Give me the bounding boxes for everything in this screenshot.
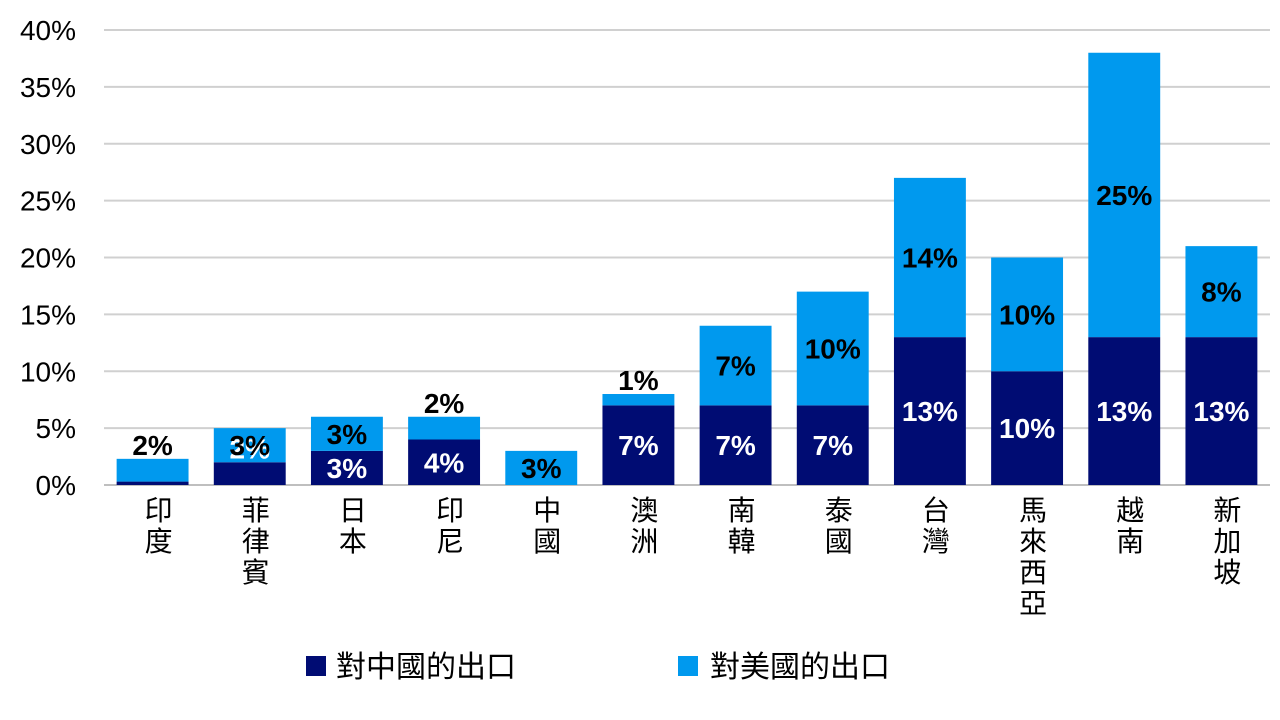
y-tick-label: 15% (20, 299, 76, 330)
bar-segment-china (699, 405, 772, 485)
data-label-us: 8% (1201, 277, 1242, 308)
bar-segment-us (699, 325, 772, 406)
bar-segment-us (796, 291, 869, 406)
data-label-us: 10% (999, 299, 1055, 330)
bars (116, 52, 1258, 485)
bar-segment-us (310, 416, 383, 451)
bar-segment-us (213, 428, 286, 463)
data-label-china: 13% (902, 396, 958, 427)
data-label-us: 2% (424, 388, 465, 419)
y-tick-label: 0% (36, 470, 76, 501)
bar-segment-us (893, 177, 966, 338)
legend-label: 對中國的出口 (336, 651, 516, 684)
category-label: 印尼 (436, 495, 464, 557)
legend-swatch (678, 656, 698, 676)
category-label: 南韓 (728, 495, 756, 557)
bar-segment-us (408, 416, 481, 440)
category-label: 菲律賓 (242, 495, 270, 588)
bar-segment-china (893, 337, 966, 485)
bar-segment-china (796, 405, 869, 485)
y-tick-label: 40% (20, 15, 76, 46)
y-tick-label: 25% (20, 186, 76, 217)
bar-segment-us (991, 257, 1064, 372)
bar-segment-china (116, 481, 189, 485)
data-label-us: 1% (618, 365, 659, 396)
y-axis-ticks: 0% 5% 10% 15% 20% 25% 30% 35% 40% (20, 15, 76, 501)
category-label: 印度 (145, 495, 173, 557)
bar-segment-china (310, 450, 383, 485)
category-label: 日本 (339, 495, 367, 557)
bar-segment-china (602, 405, 675, 485)
y-tick-label: 20% (20, 243, 76, 274)
data-label-china: 4% (424, 447, 465, 478)
category-label: 泰國 (825, 495, 853, 557)
data-label-china: 10% (999, 413, 1055, 444)
y-tick-label: 10% (20, 356, 76, 387)
data-label-us: 3% (521, 453, 562, 484)
category-label: 新加坡 (1213, 495, 1241, 588)
data-label-china: 7% (813, 430, 854, 461)
data-label-us: 3% (327, 419, 368, 450)
data-label-china: 7% (618, 430, 659, 461)
data-labels: 2% 2%3%3%3%4%2%3%7%1%7%7%7%10%13%14%10%10… (132, 180, 1249, 484)
bar-segment-us (602, 394, 675, 406)
data-label-us: 3% (230, 430, 271, 461)
bar-segment-china (408, 439, 481, 485)
category-labels: 印度 菲律賓 日本 印尼 中國 澳洲 南韓 泰國 台灣 馬來西亞 越南 新加坡 (145, 495, 1242, 619)
bar-segment-us (1088, 52, 1161, 338)
category-label: 馬來西亞 (1019, 495, 1047, 619)
bar-segment-us (116, 458, 189, 482)
bar-segment-china (213, 462, 286, 485)
data-label-us: 14% (902, 243, 958, 274)
y-tick-label: 35% (20, 72, 76, 103)
category-label: 台灣 (922, 495, 950, 557)
bar-segment-china (1088, 337, 1161, 485)
data-label-us: 7% (715, 351, 756, 382)
category-label: 澳洲 (630, 495, 658, 557)
data-label-us: 2% (132, 430, 173, 461)
bar-segment-us (1185, 246, 1258, 338)
legend-label: 對美國的出口 (710, 651, 890, 684)
category-label: 越南 (1116, 495, 1144, 557)
gridlines (104, 29, 1270, 486)
category-label: 中國 (533, 495, 561, 557)
bar-segment-us (505, 450, 578, 485)
data-label-china: 2% (230, 433, 271, 464)
data-label-china: 13% (1193, 396, 1249, 427)
data-label-china: 7% (715, 430, 756, 461)
legend-swatch (306, 656, 326, 676)
data-label-china: 13% (1096, 396, 1152, 427)
data-label-us: 25% (1096, 180, 1152, 211)
y-tick-label: 5% (36, 413, 76, 444)
legend: 對中國的出口 對美國的出口 (306, 651, 890, 684)
bar-segment-china (1185, 337, 1258, 485)
data-label-us: 10% (805, 334, 861, 365)
y-tick-label: 30% (20, 129, 76, 160)
data-label-china: 3% (327, 453, 368, 484)
bar-segment-china (991, 371, 1064, 485)
